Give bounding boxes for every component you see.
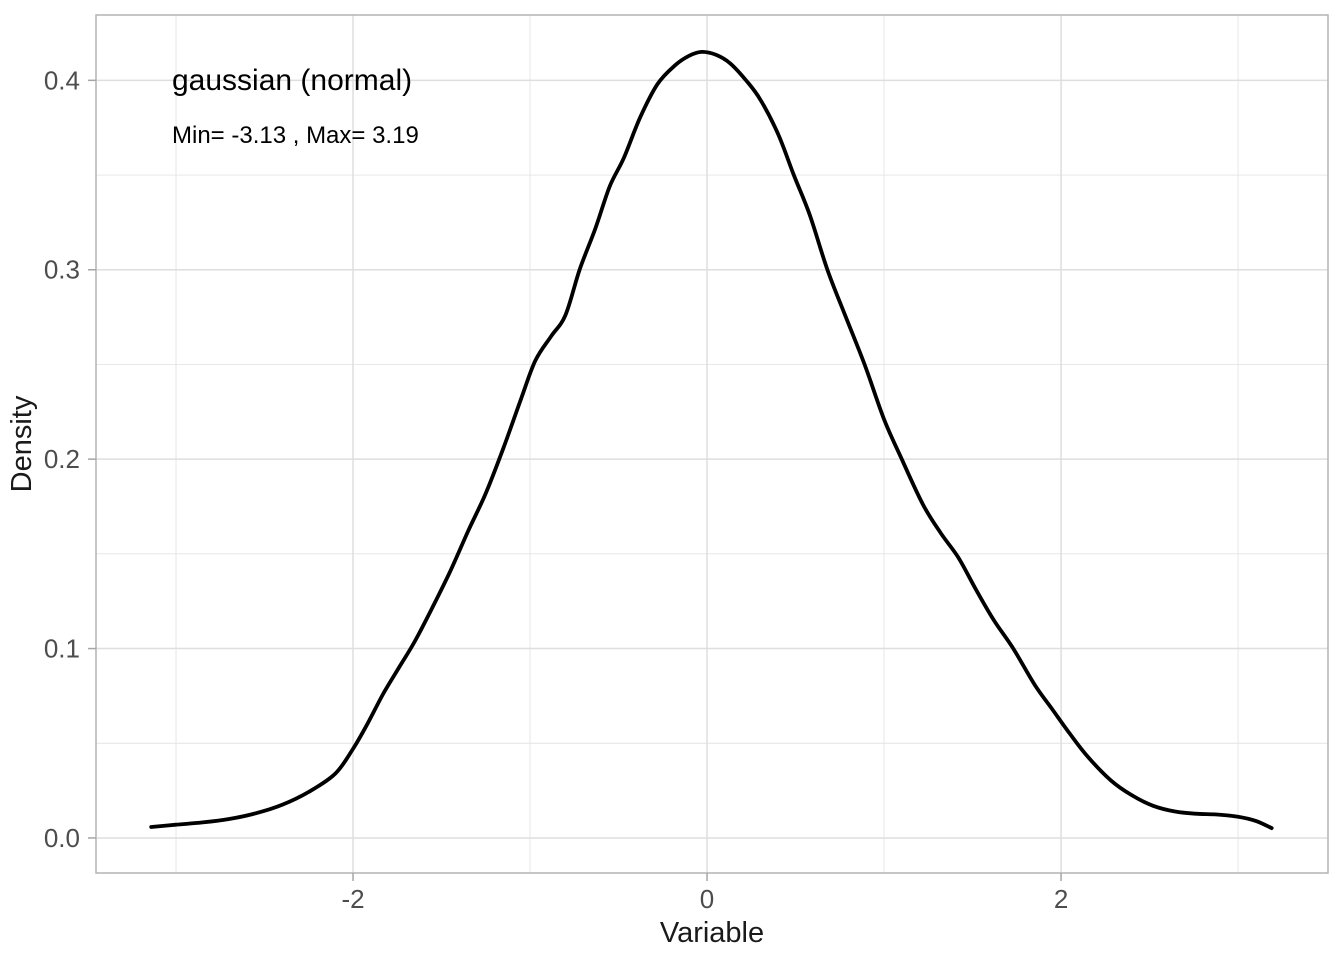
- panel-border: [95, 14, 1329, 874]
- y-tick-label: 0.0: [44, 823, 80, 853]
- x-tick-label: 2: [1054, 884, 1068, 914]
- y-tick-label: 0.1: [44, 634, 80, 664]
- plot-panel: [96, 15, 1328, 873]
- y-tick-label: 0.2: [44, 444, 80, 474]
- x-axis-title: Variable: [659, 917, 765, 949]
- annotation-min-max: Min= -3.13 , Max= 3.19: [172, 122, 419, 149]
- x-tick-label: -2: [341, 884, 364, 914]
- y-tick-label: 0.3: [44, 255, 80, 285]
- x-tick-label: 0: [700, 884, 714, 914]
- density-curve: [149, 49, 1274, 830]
- axis-ticks: [88, 79, 1062, 881]
- annotation-distribution-name: gaussian (normal): [172, 64, 413, 97]
- y-axis-title: Density: [6, 395, 38, 493]
- grid-major: [96, 15, 1328, 873]
- grid-minor: [96, 15, 1328, 873]
- y-tick-label: 0.4: [44, 65, 80, 95]
